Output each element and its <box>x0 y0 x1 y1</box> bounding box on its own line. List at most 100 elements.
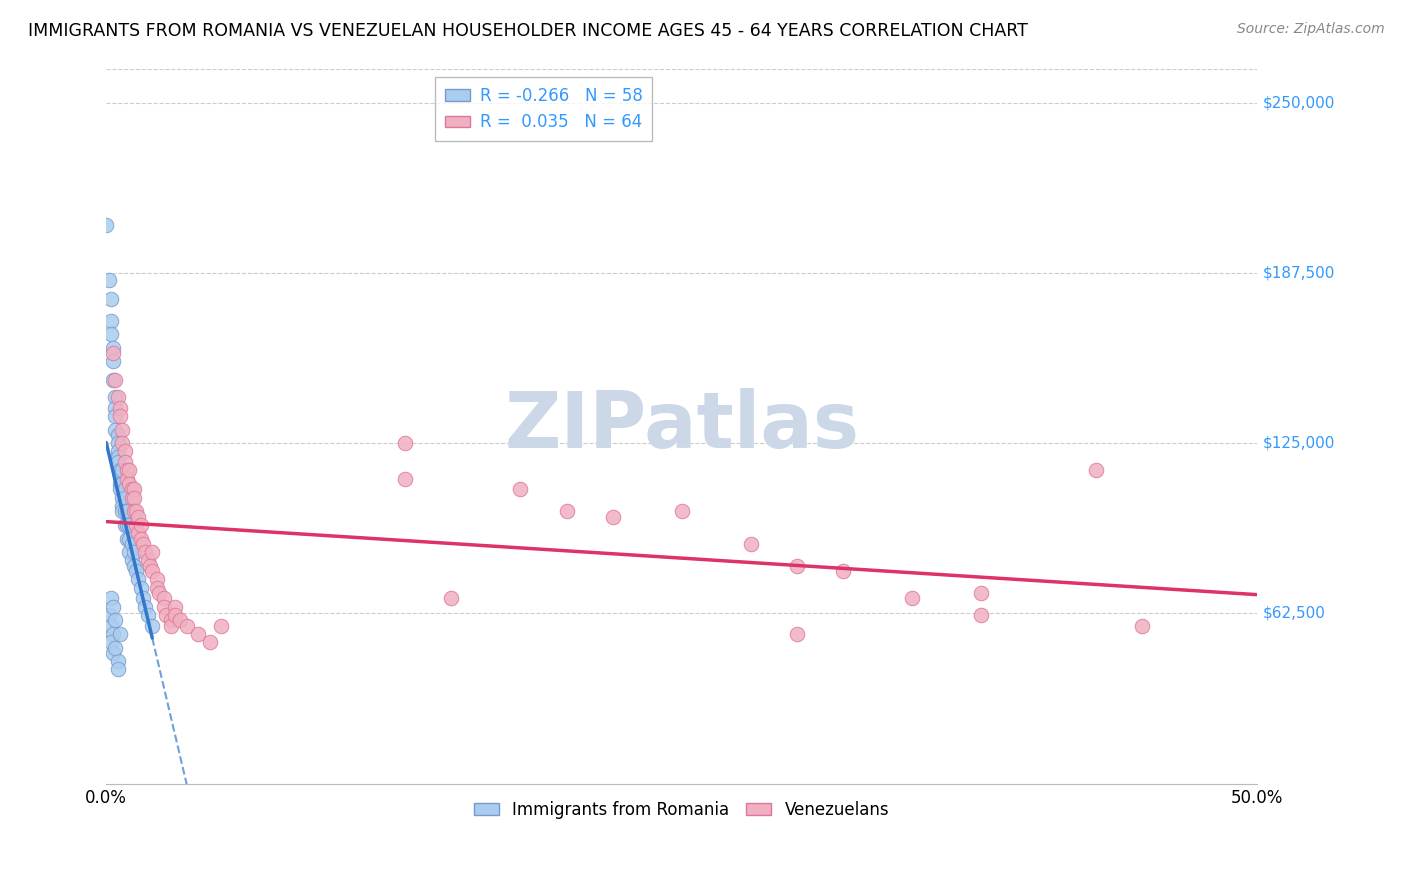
Point <box>129 532 152 546</box>
Point <box>111 436 134 450</box>
Point <box>101 346 124 360</box>
Point <box>134 599 156 614</box>
Point <box>155 607 177 622</box>
Point <box>146 573 169 587</box>
Point <box>107 444 129 458</box>
Point <box>115 504 138 518</box>
Point <box>141 545 163 559</box>
Point <box>97 607 120 622</box>
Point <box>127 509 149 524</box>
Point <box>118 463 141 477</box>
Point <box>108 463 131 477</box>
Point <box>122 491 145 505</box>
Point <box>136 607 159 622</box>
Point <box>121 553 143 567</box>
Legend: Immigrants from Romania, Venezuelans: Immigrants from Romania, Venezuelans <box>467 794 896 825</box>
Point <box>108 477 131 491</box>
Point <box>136 553 159 567</box>
Point <box>100 591 122 606</box>
Point <box>122 483 145 497</box>
Point <box>101 627 124 641</box>
Point <box>146 581 169 595</box>
Point <box>114 455 136 469</box>
Point <box>139 558 162 573</box>
Point <box>118 545 141 559</box>
Point <box>107 662 129 676</box>
Point <box>148 586 170 600</box>
Point <box>101 374 124 388</box>
Point <box>115 517 138 532</box>
Point <box>114 491 136 505</box>
Point <box>125 517 148 532</box>
Point <box>152 591 174 606</box>
Point <box>129 581 152 595</box>
Point <box>118 532 141 546</box>
Point <box>108 409 131 423</box>
Point <box>104 390 127 404</box>
Point <box>165 599 187 614</box>
Point <box>786 627 808 641</box>
Point <box>121 491 143 505</box>
Point <box>108 401 131 415</box>
Point <box>107 390 129 404</box>
Point <box>125 504 148 518</box>
Point <box>198 635 221 649</box>
Point <box>127 526 149 541</box>
Point <box>101 354 124 368</box>
Point <box>104 423 127 437</box>
Point <box>115 463 138 477</box>
Point <box>970 607 993 622</box>
Point <box>831 564 853 578</box>
Point <box>141 564 163 578</box>
Point <box>101 341 124 355</box>
Point <box>209 618 232 632</box>
Point <box>159 613 181 627</box>
Point <box>107 436 129 450</box>
Text: $187,500: $187,500 <box>1263 265 1336 280</box>
Point <box>786 558 808 573</box>
Point <box>122 558 145 573</box>
Point <box>107 455 129 469</box>
Point <box>97 273 120 287</box>
Point <box>169 613 191 627</box>
Point <box>111 491 134 505</box>
Point <box>111 423 134 437</box>
Point <box>111 499 134 513</box>
Point <box>127 573 149 587</box>
Point <box>165 607 187 622</box>
Point <box>100 327 122 342</box>
Point <box>104 409 127 423</box>
Text: $125,000: $125,000 <box>1263 435 1336 450</box>
Point <box>555 504 578 518</box>
Point <box>122 545 145 559</box>
Point <box>111 463 134 477</box>
Point <box>108 483 131 497</box>
Point <box>111 504 134 518</box>
Point <box>129 517 152 532</box>
Point <box>101 599 124 614</box>
Point <box>101 646 124 660</box>
Text: Source: ZipAtlas.com: Source: ZipAtlas.com <box>1237 22 1385 37</box>
Point <box>104 640 127 655</box>
Point <box>114 517 136 532</box>
Point <box>114 483 136 497</box>
Text: IMMIGRANTS FROM ROMANIA VS VENEZUELAN HOUSEHOLDER INCOME AGES 45 - 64 YEARS CORR: IMMIGRANTS FROM ROMANIA VS VENEZUELAN HO… <box>28 22 1028 40</box>
Point <box>125 564 148 578</box>
Point <box>118 477 141 491</box>
Point <box>900 591 922 606</box>
Point <box>602 509 624 524</box>
Point <box>440 591 463 606</box>
Point <box>152 599 174 614</box>
Point <box>1130 618 1153 632</box>
Point <box>671 504 693 518</box>
Point <box>121 483 143 497</box>
Point <box>104 613 127 627</box>
Point <box>122 504 145 518</box>
Point <box>104 374 127 388</box>
Point <box>100 313 122 327</box>
Point <box>115 532 138 546</box>
Point <box>132 591 155 606</box>
Point <box>100 292 122 306</box>
Point <box>114 504 136 518</box>
Point <box>107 654 129 668</box>
